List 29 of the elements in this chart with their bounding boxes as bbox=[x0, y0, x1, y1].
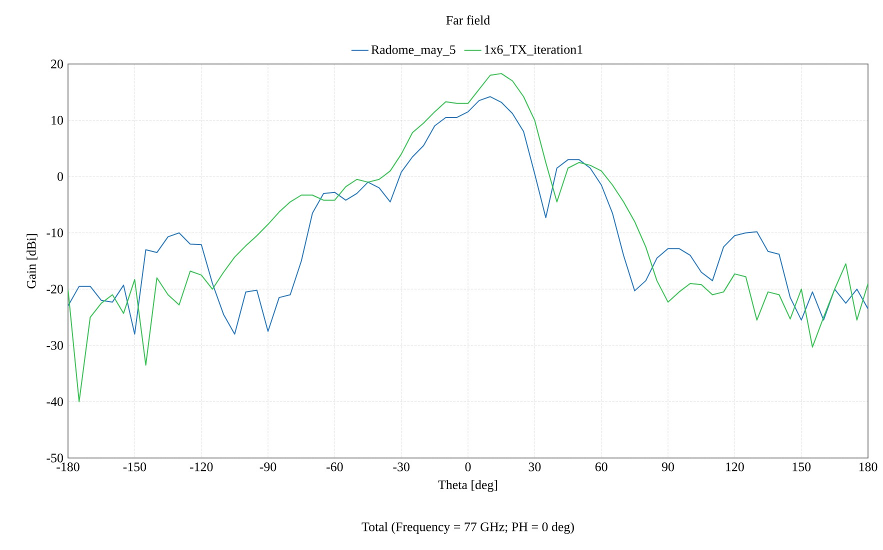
x-tick-label: -150 bbox=[123, 462, 146, 472]
x-tick-label: -120 bbox=[190, 462, 213, 472]
x-tick-label: -30 bbox=[393, 462, 410, 472]
y-tick-label: -30 bbox=[46, 341, 63, 350]
x-tick-label: -180 bbox=[56, 462, 80, 472]
x-tick-label: 180 bbox=[859, 462, 878, 472]
x-axis-title: Theta [deg] bbox=[438, 480, 498, 492]
x-tick-label: 150 bbox=[792, 462, 811, 472]
x-tick-label: 30 bbox=[528, 462, 541, 472]
legend-label: Radome_may_5 bbox=[371, 44, 456, 57]
y-tick-label: -20 bbox=[46, 284, 63, 294]
line-series bbox=[68, 73, 868, 402]
x-tick-label: 90 bbox=[662, 462, 674, 472]
y-tick-label: -10 bbox=[46, 228, 63, 238]
y-tick-label: 0 bbox=[58, 172, 63, 181]
legend-label: 1x6_TX_iteration1 bbox=[484, 45, 582, 56]
y-tick-label: -50 bbox=[46, 454, 63, 462]
y-tick-label: 20 bbox=[51, 60, 63, 68]
y-tick-label: -40 bbox=[46, 397, 63, 406]
x-tick-label: 60 bbox=[595, 462, 608, 472]
line-series bbox=[68, 96, 868, 335]
y-tick-label: 10 bbox=[52, 116, 63, 125]
text: Total (Frequency = 77 GHz; PH = 0 deg) bbox=[362, 522, 574, 534]
chart-title: Far field bbox=[446, 15, 490, 25]
y-axis-title: Gain [dBi] bbox=[26, 234, 38, 288]
x-tick-label: -90 bbox=[260, 462, 276, 472]
x-tick-label: 0 bbox=[465, 462, 471, 472]
x-tick-label: -60 bbox=[326, 462, 343, 472]
x-tick-label: 120 bbox=[726, 462, 744, 472]
